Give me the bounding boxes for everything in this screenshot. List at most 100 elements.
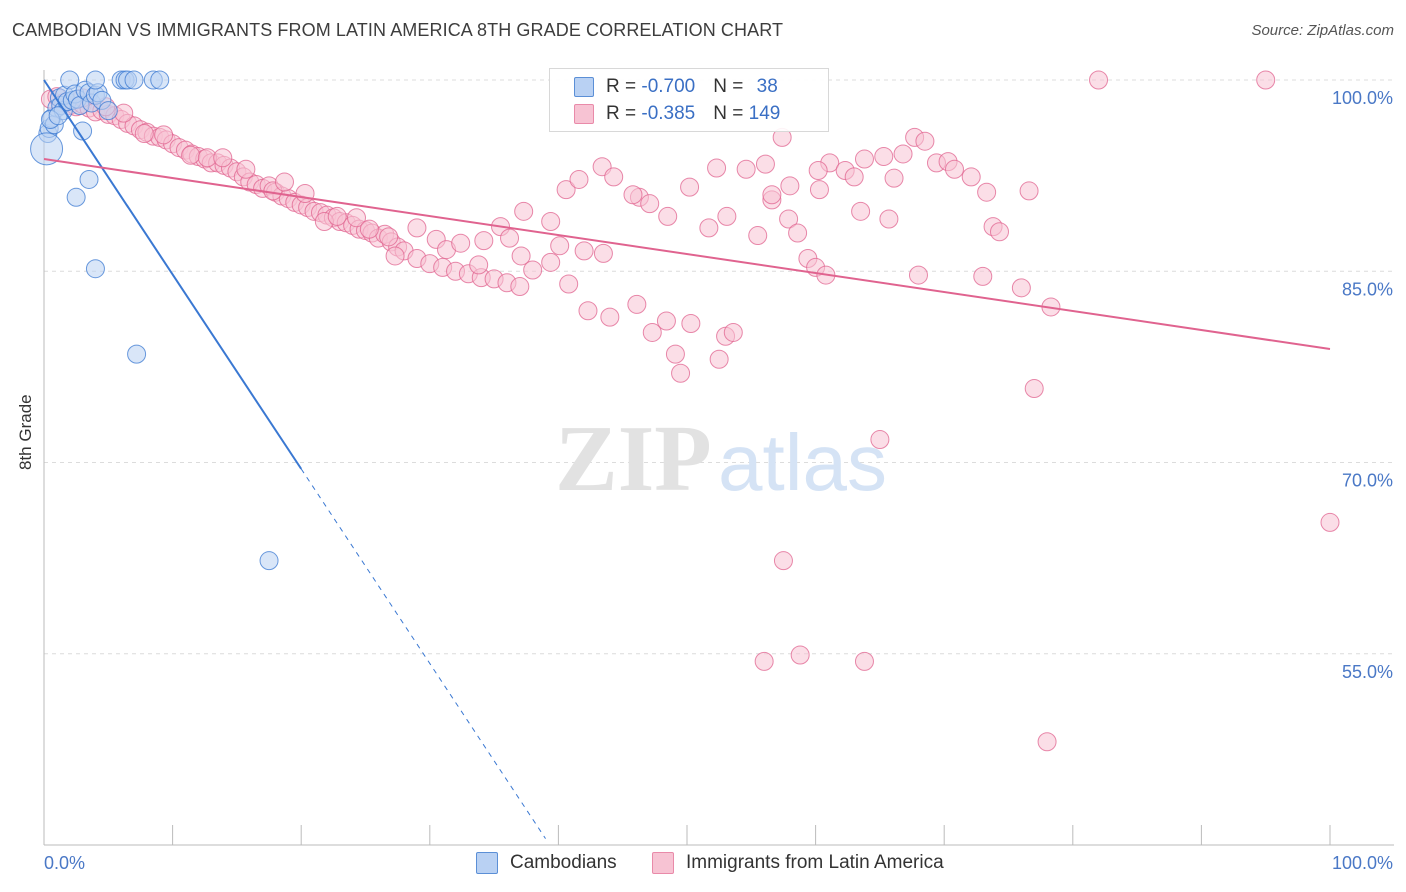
data-point <box>541 252 561 272</box>
data-point <box>723 322 743 342</box>
data-point <box>559 274 579 294</box>
watermark: ZIP atlas <box>555 407 887 511</box>
data-point <box>213 148 233 168</box>
legend-n-label: N = <box>713 103 749 124</box>
data-point <box>379 227 399 247</box>
stats-legend: R = -0.700 N = 38 R = -0.385 N = 149 <box>549 68 829 132</box>
chart-title: CAMBODIAN VS IMMIGRANTS FROM LATIN AMERI… <box>12 20 784 40</box>
data-point <box>854 149 874 169</box>
data-point <box>870 430 890 450</box>
data-point <box>790 645 810 665</box>
data-point <box>514 201 534 221</box>
data-point <box>523 260 543 280</box>
data-point <box>773 551 793 571</box>
data-point <box>150 70 170 90</box>
data-point <box>944 159 964 179</box>
y-tick-label: 100.0% <box>1332 88 1393 108</box>
data-point <box>973 266 993 286</box>
data-point <box>627 294 647 314</box>
data-point <box>1011 278 1031 298</box>
data-point <box>236 159 256 179</box>
tick-labels: 55.0% 70.0% 85.0% 100.0% 0.0% 100.0% <box>44 88 1393 873</box>
trend-line <box>43 79 303 470</box>
data-point <box>874 147 894 166</box>
legend-r-label: R = <box>606 103 642 124</box>
data-point <box>134 124 154 144</box>
data-point <box>274 172 294 192</box>
x-tick-label: 0.0% <box>44 853 85 873</box>
legend-row-immigrants: R = -0.385 N = 149 <box>574 101 780 127</box>
data-point <box>1024 379 1044 399</box>
data-point <box>359 219 379 239</box>
data-point <box>1019 181 1039 201</box>
data-point <box>407 218 427 238</box>
data-point <box>556 180 576 200</box>
data-point <box>569 169 589 189</box>
data-point <box>788 223 808 243</box>
data-point <box>642 322 662 342</box>
data-point <box>154 125 174 145</box>
data-point <box>671 363 691 383</box>
data-point <box>124 70 144 90</box>
data-point <box>623 185 643 205</box>
data-point <box>469 255 489 275</box>
legend-label-cambodians: Cambodians <box>510 852 617 873</box>
data-point <box>550 236 570 256</box>
data-point <box>854 651 874 671</box>
data-point <box>327 206 347 226</box>
data-point <box>755 154 775 174</box>
data-point <box>1089 70 1109 90</box>
data-point <box>754 651 774 671</box>
data-point <box>809 180 829 200</box>
trend-lines <box>43 79 1331 839</box>
legend-r-value: -0.700 <box>641 76 696 97</box>
legend-swatch-cambodians <box>574 77 594 97</box>
legend-n-value: 38 <box>756 76 778 97</box>
data-point <box>989 222 1009 242</box>
trend-line-extension <box>300 468 546 839</box>
data-point <box>779 209 799 229</box>
legend-item-immigrants[interactable]: Immigrants from Latin America <box>652 852 944 874</box>
data-point <box>680 177 700 197</box>
data-point <box>658 206 678 226</box>
data-point <box>578 301 598 321</box>
source-credit: Source: ZipAtlas.com <box>1251 22 1394 39</box>
data-point <box>884 168 904 188</box>
data-point <box>1037 732 1057 752</box>
trend-line <box>43 158 1331 351</box>
legend-item-cambodians[interactable]: Cambodians <box>476 852 617 874</box>
data-point <box>665 344 685 364</box>
legend-n-value: 149 <box>748 103 781 124</box>
data-point <box>656 311 676 331</box>
data-point <box>977 182 997 202</box>
data-point <box>915 131 935 151</box>
data-point <box>681 314 701 334</box>
axes <box>43 70 1394 846</box>
watermark-zip: ZIP <box>555 407 712 511</box>
data-point <box>879 209 899 229</box>
data-point <box>66 187 86 207</box>
x-tick-label: 100.0% <box>1332 853 1393 873</box>
data-point <box>85 259 105 279</box>
data-point <box>893 144 913 164</box>
data-point <box>500 228 520 248</box>
data-point <box>127 344 147 364</box>
data-point <box>511 246 531 266</box>
data-point <box>181 145 201 165</box>
legend-swatch-immigrants <box>574 104 594 124</box>
y-tick-label: 70.0% <box>1342 471 1393 491</box>
data-point <box>908 265 928 285</box>
data-point <box>709 349 729 369</box>
data-point <box>79 169 99 189</box>
legend-n-label: N = <box>713 76 749 97</box>
legend-r-value: -0.385 <box>641 103 696 124</box>
data-point <box>748 226 768 246</box>
data-point <box>385 246 405 266</box>
data-point <box>780 176 800 196</box>
data-point <box>510 277 530 297</box>
legend-label-immigrants: Immigrants from Latin America <box>686 852 944 873</box>
legend-row-cambodians: R = -0.700 N = 38 <box>574 74 778 100</box>
data-point <box>1256 70 1276 90</box>
data-point <box>604 167 624 187</box>
